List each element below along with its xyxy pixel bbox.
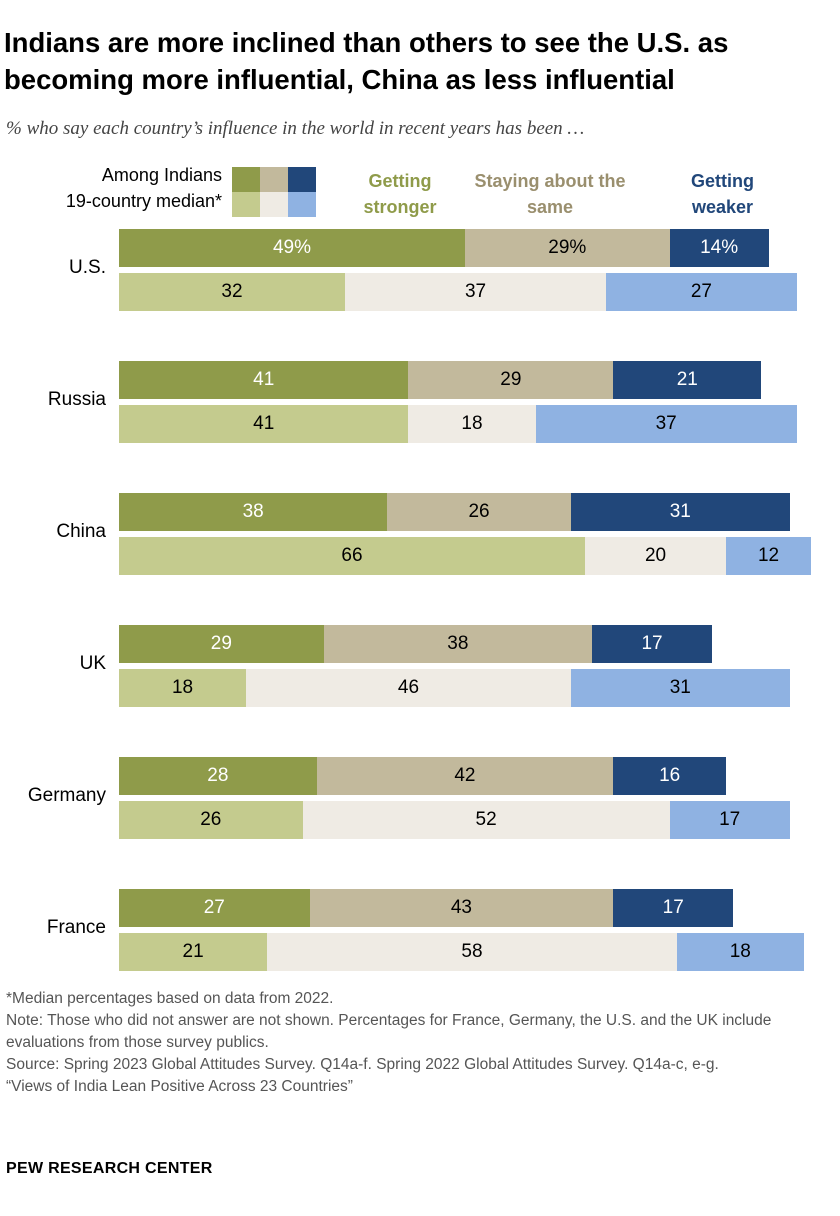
- bar-segment: 27: [606, 273, 797, 311]
- brand-logo-text: PEW RESEARCH CENTER: [6, 1160, 213, 1177]
- bar-segment: 37: [344, 273, 607, 311]
- legend-swatch: [288, 192, 316, 217]
- bar-segment: 37: [535, 405, 797, 443]
- bar-segment: 49%: [119, 229, 465, 267]
- bar-segment: 38: [119, 493, 388, 531]
- note-text: Note: Those who did not answer are not s…: [6, 1012, 772, 1051]
- bar-segment: 20: [584, 537, 727, 575]
- notes: *Median percentages based on data from 2…: [6, 988, 836, 1098]
- bar-segment: 46: [246, 669, 571, 707]
- bar-segment: 38: [323, 625, 592, 663]
- bar-segment: 58: [267, 933, 677, 971]
- bar-segment: 66: [119, 537, 585, 575]
- legend-swatch: [232, 167, 260, 192]
- category-label: U.S.: [69, 257, 106, 278]
- bar-segment: 52: [302, 801, 670, 839]
- bar-segment: 18: [676, 933, 804, 971]
- category-label: Germany: [27, 785, 106, 806]
- legend-swatch: [288, 167, 316, 192]
- source-text: Source: Spring 2023 Global Attitudes Sur…: [6, 1056, 719, 1073]
- category-label: UK: [79, 653, 106, 674]
- column-header-same: Staying about the same: [474, 171, 626, 217]
- legend-swatch: [260, 167, 288, 192]
- note-median: *Median percentages based on data from 2…: [6, 990, 334, 1007]
- bar-segment: 17: [613, 889, 734, 927]
- category-label: France: [46, 917, 106, 938]
- bar-segment: 42: [316, 757, 614, 795]
- bar-segment: 21: [613, 361, 762, 399]
- column-header-weaker: Getting weaker: [691, 171, 754, 217]
- bar-segment: 29: [408, 361, 614, 399]
- category-label: China: [56, 521, 106, 542]
- bar-segment: 32: [119, 273, 345, 311]
- bar-segment: 18: [408, 405, 536, 443]
- bar-segment: 17: [669, 801, 790, 839]
- bar-segment: 28: [119, 757, 317, 795]
- bar-segment: 14%: [669, 229, 769, 267]
- bar-segment: 26: [387, 493, 571, 531]
- bar-segment: 31: [570, 669, 790, 707]
- bar-segment: 43: [309, 889, 614, 927]
- legend-swatch: [232, 192, 260, 217]
- bar-segment: 21: [119, 933, 268, 971]
- legend-swatch: [260, 192, 288, 217]
- bar-segment: 18: [119, 669, 247, 707]
- bar-segment: 16: [613, 757, 727, 795]
- chart-title: Indians are more inclined than others to…: [4, 27, 729, 95]
- bar-segment: 41: [119, 405, 409, 443]
- bar-segment: 41: [119, 361, 409, 399]
- bar-segment: 12: [726, 537, 811, 575]
- bar-segment: 17: [592, 625, 713, 663]
- report-title: “Views of India Lean Positive Across 23 …: [6, 1078, 353, 1095]
- legend-label-median: 19-country median*: [65, 191, 222, 211]
- bar-segment: 31: [570, 493, 790, 531]
- legend-label-indians: Among Indians: [101, 165, 222, 185]
- column-header-stronger: Getting stronger: [363, 171, 437, 217]
- category-label: Russia: [47, 389, 106, 410]
- chart-subtitle: % who say each country’s influence in th…: [6, 118, 585, 139]
- bar-segment: 27: [119, 889, 310, 927]
- bar-segment: 29%: [464, 229, 670, 267]
- bar-segment: 26: [119, 801, 303, 839]
- bar-segment: 29: [119, 625, 324, 663]
